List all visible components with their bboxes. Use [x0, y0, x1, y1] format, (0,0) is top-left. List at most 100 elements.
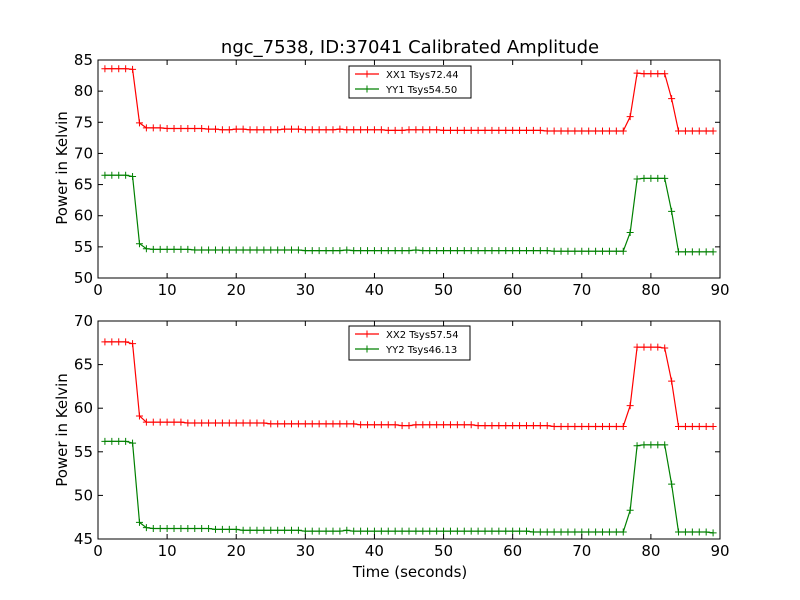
data-point	[681, 423, 689, 431]
x-tick-label: 60	[503, 281, 522, 299]
data-point	[177, 525, 185, 533]
data-point	[675, 248, 683, 256]
data-point	[198, 419, 206, 427]
data-point	[419, 421, 427, 429]
legend-marker	[363, 70, 371, 78]
data-point	[281, 246, 289, 254]
data-point	[239, 526, 247, 534]
data-point	[564, 528, 572, 536]
data-point	[709, 529, 717, 537]
legend-box	[348, 325, 471, 361]
data-point	[592, 247, 600, 255]
data-point	[488, 422, 496, 430]
legend-entry-label: XX2 Tsys57.54	[386, 330, 459, 341]
data-point	[633, 69, 641, 77]
legend: XX1 Tsys72.44 YY1 Tsys54.50	[348, 65, 472, 99]
data-point	[149, 525, 157, 533]
top-subplot: 0 10 20 30 40 50 60 70 80 90 50 55 60 65 70 75 80 85 XX1 T…	[74, 51, 730, 299]
x-tick-label: 20	[227, 281, 246, 299]
data-point	[467, 421, 475, 429]
y-tick-label: 60	[74, 207, 93, 225]
data-point	[688, 127, 696, 135]
x-tick-label: 70	[572, 281, 591, 299]
data-point	[654, 174, 662, 182]
data-point	[315, 527, 323, 535]
data-point	[156, 525, 164, 533]
data-point	[495, 527, 503, 535]
data-point	[516, 527, 524, 535]
data-point	[315, 247, 323, 255]
data-point	[191, 246, 199, 254]
data-point	[605, 247, 613, 255]
data-point	[668, 480, 676, 488]
data-point	[343, 526, 351, 534]
data-point	[122, 171, 130, 179]
data-point	[267, 526, 275, 534]
data-point	[405, 126, 413, 134]
data-point	[647, 343, 655, 351]
data-point	[357, 126, 365, 134]
data-point	[350, 247, 358, 255]
data-point	[211, 419, 219, 427]
data-point	[135, 240, 143, 248]
data-point	[253, 246, 261, 254]
x-tick-label: 70	[572, 542, 591, 560]
data-point	[453, 247, 461, 255]
data-point	[163, 125, 171, 133]
data-point	[274, 126, 282, 134]
data-point	[557, 127, 565, 135]
data-point	[426, 527, 434, 535]
data-point	[412, 527, 420, 535]
data-point	[578, 423, 586, 431]
data-point	[357, 247, 365, 255]
data-point	[460, 247, 468, 255]
x-tick-label: 10	[158, 542, 177, 560]
axes-frame	[97, 320, 721, 540]
data-point	[557, 423, 565, 431]
data-point	[294, 125, 302, 133]
data-point	[668, 95, 676, 103]
data-point	[681, 528, 689, 536]
data-point	[253, 526, 261, 534]
data-point	[481, 126, 489, 134]
data-point	[274, 246, 282, 254]
data-point	[661, 344, 669, 352]
data-point	[288, 125, 296, 133]
data-point	[543, 528, 551, 536]
data-point	[440, 527, 448, 535]
data-point	[184, 525, 192, 533]
data-point	[364, 421, 372, 429]
y-tick-label: 65	[74, 176, 93, 194]
data-point	[211, 125, 219, 133]
legend-marker	[363, 330, 371, 338]
data-point	[329, 420, 337, 428]
legend-box	[348, 65, 472, 99]
data-point	[384, 247, 392, 255]
data-point	[239, 125, 247, 133]
legend-marker	[363, 345, 371, 353]
data-point	[336, 125, 344, 133]
data-point	[522, 126, 530, 134]
data-point	[668, 377, 676, 385]
data-point	[260, 419, 268, 427]
data-point	[308, 420, 316, 428]
y-tick-label: 50	[74, 269, 93, 287]
data-point	[357, 421, 365, 429]
data-point	[709, 127, 717, 135]
data-point	[308, 247, 316, 255]
data-point	[509, 126, 517, 134]
data-point	[495, 422, 503, 430]
x-tick-label: 20	[227, 542, 246, 560]
data-point	[488, 126, 496, 134]
data-point	[101, 437, 109, 445]
data-point	[370, 527, 378, 535]
data-point	[405, 247, 413, 255]
data-point	[619, 423, 627, 431]
data-point	[626, 229, 634, 237]
data-point	[474, 527, 482, 535]
data-point	[218, 126, 226, 134]
data-point	[571, 247, 579, 255]
data-point	[419, 247, 427, 255]
data-point	[702, 248, 710, 256]
